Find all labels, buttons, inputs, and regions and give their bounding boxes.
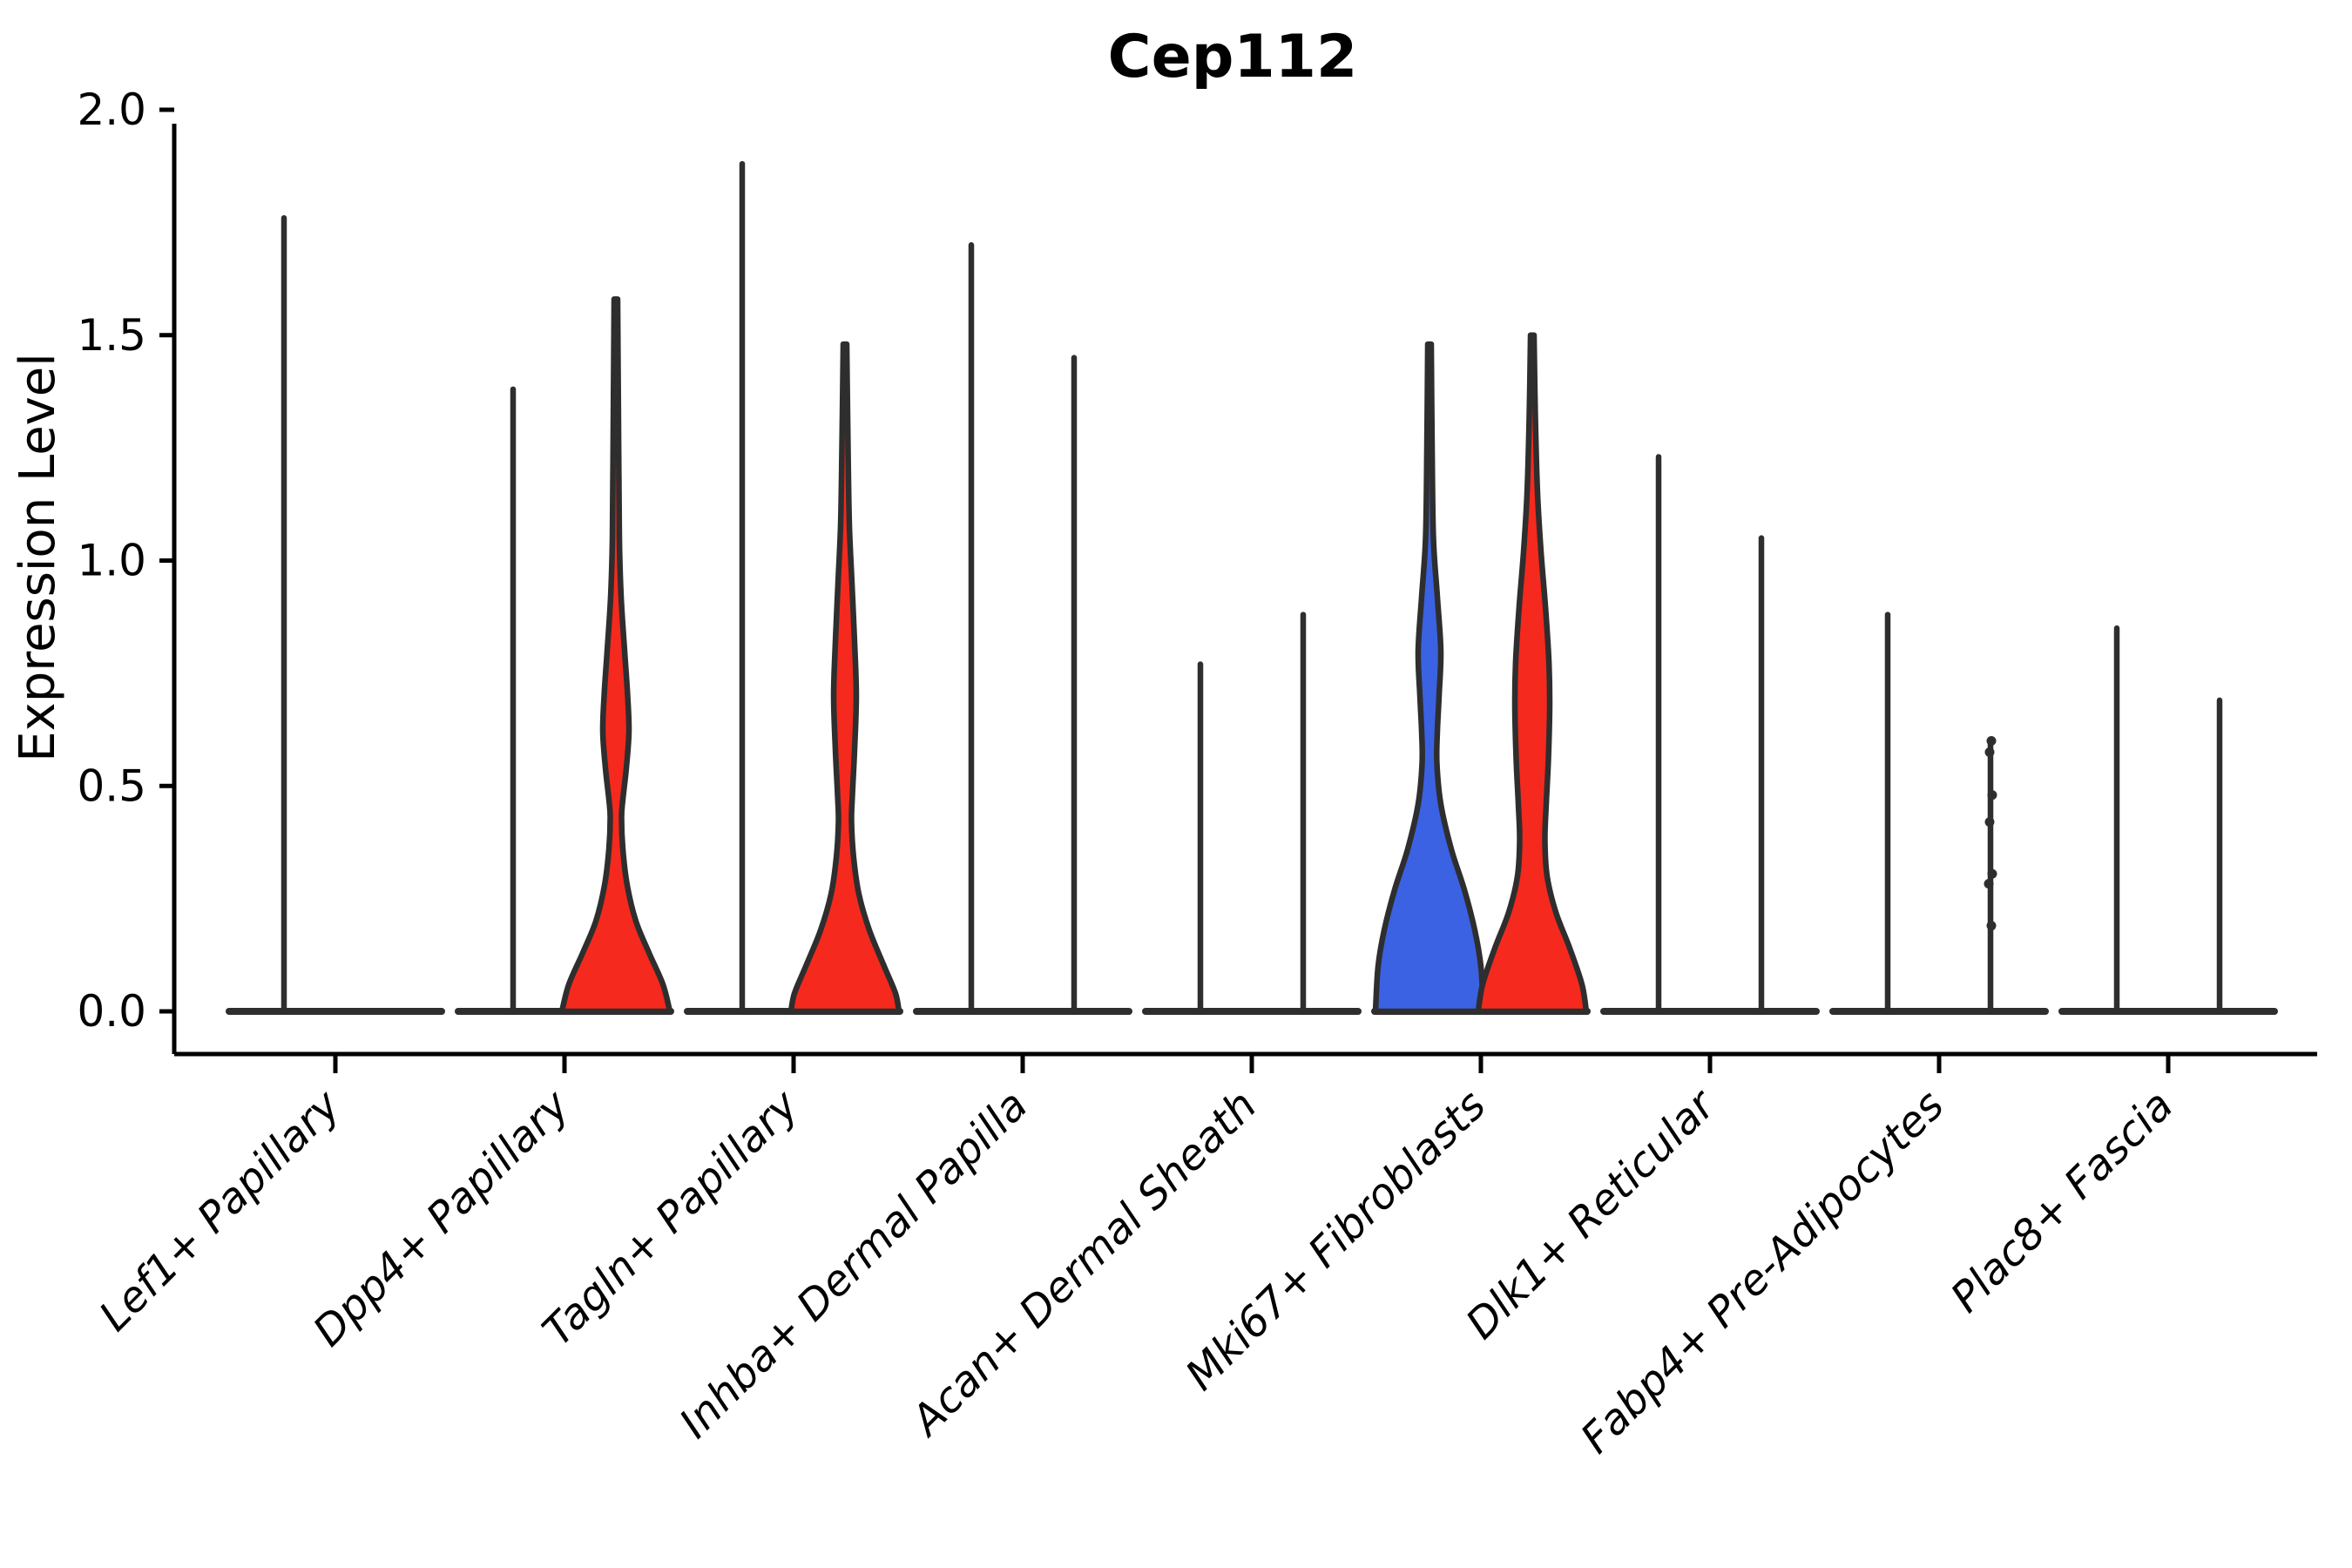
x-category-label: Plac8+ Fascia bbox=[1942, 1081, 2183, 1322]
violin-body-red bbox=[558, 296, 673, 1015]
violin bbox=[2058, 625, 2175, 1015]
violin bbox=[787, 341, 903, 1015]
axes bbox=[172, 124, 2317, 1057]
y-tick-label: 0.5 bbox=[77, 760, 146, 811]
violin bbox=[1245, 612, 1362, 1015]
violin bbox=[1371, 341, 1488, 1015]
violin bbox=[1016, 355, 1132, 1015]
x-category-label: Lef1+ Papillary bbox=[90, 1080, 350, 1341]
violin bbox=[684, 160, 801, 1015]
violin-series bbox=[226, 160, 2278, 1015]
violin bbox=[913, 242, 1030, 1015]
violin bbox=[1142, 661, 1259, 1015]
y-axis-label: Expression Level bbox=[10, 353, 66, 762]
violin bbox=[1474, 332, 1591, 1015]
y-tick-label: 0.0 bbox=[77, 986, 146, 1037]
violin bbox=[2161, 697, 2278, 1015]
violin bbox=[226, 214, 342, 1015]
violin-observation-point bbox=[1984, 879, 1994, 889]
violin bbox=[455, 386, 571, 1015]
violin-observation-point bbox=[1984, 817, 1995, 828]
violin-observation-point bbox=[1987, 868, 1997, 879]
violin-observation-point bbox=[1986, 921, 1997, 931]
violin-observation-point bbox=[1986, 736, 1997, 746]
y-tick-label: 1.5 bbox=[77, 310, 146, 361]
violin bbox=[1829, 612, 1946, 1015]
violin-body-blue bbox=[1372, 341, 1487, 1015]
violin-body-red bbox=[1475, 332, 1590, 1015]
chart-title: Cep112 bbox=[1108, 23, 1358, 91]
y-tick-label: 2.0 bbox=[77, 84, 146, 135]
violin bbox=[1600, 454, 1717, 1015]
violin-observation-point bbox=[1984, 747, 1995, 757]
x-category-label: Fabp4+ Pre-Adipocytes bbox=[1571, 1081, 1954, 1463]
x-category-label: Tagln+ Papillary bbox=[533, 1080, 808, 1355]
violin bbox=[1703, 535, 1820, 1015]
x-category-label: Dlk1+ Reticular bbox=[1456, 1079, 1727, 1349]
x-category-label: Dpp4+ Papillary bbox=[304, 1080, 579, 1355]
y-tick-label: 1.0 bbox=[77, 536, 146, 586]
y-axis-ticks: 0.0 0.5 1.0 1.5 2.0 bbox=[77, 84, 174, 1037]
violin bbox=[1932, 736, 2049, 1015]
violin bbox=[558, 296, 674, 1015]
violin-body-red bbox=[787, 341, 902, 1015]
violin-observation-point bbox=[1987, 790, 1997, 801]
